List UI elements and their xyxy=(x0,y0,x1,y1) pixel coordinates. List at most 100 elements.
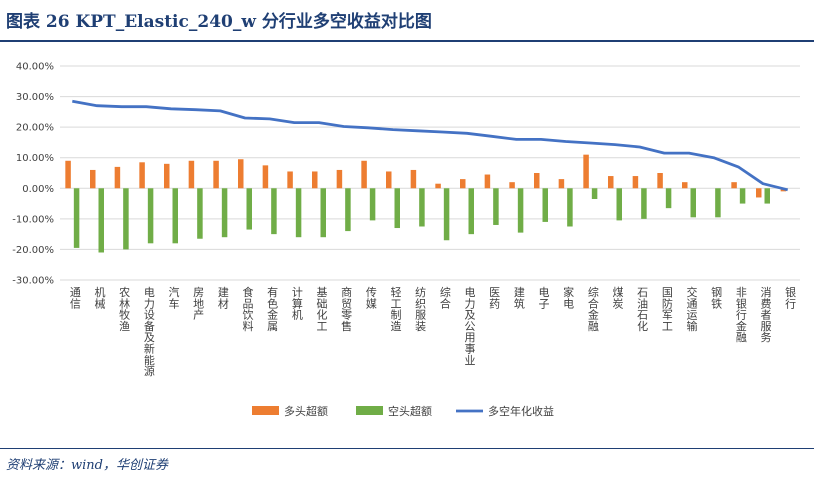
x-category-label: 综合 xyxy=(440,285,451,310)
short-excess-bar xyxy=(197,188,203,239)
short-excess-bar xyxy=(419,188,425,227)
short-excess-bar xyxy=(369,188,376,221)
x-category-label: 电力设备及新能源 xyxy=(144,286,155,378)
long-excess-bar xyxy=(188,160,195,189)
legend-label: 多空年化收益 xyxy=(488,404,554,418)
long-excess-bar xyxy=(238,159,244,189)
long-excess-bar xyxy=(287,171,293,189)
long-excess-bar xyxy=(386,171,392,189)
long-excess-bar xyxy=(460,179,466,189)
short-excess-bar xyxy=(567,188,573,227)
chart-title: 图表 26 KPT_Elastic_240_w 分行业多空收益对比图 xyxy=(6,12,432,32)
y-tick-label: 10.00% xyxy=(16,153,54,164)
source-note: 资料来源：wind，华创证券 xyxy=(6,458,168,473)
long-excess-bar xyxy=(65,160,71,189)
x-category-label: 纺织服装 xyxy=(415,285,426,333)
x-category-label: 石油石化 xyxy=(637,286,648,333)
long-excess-bar xyxy=(484,174,491,189)
x-category-label: 商贸零售 xyxy=(341,285,352,333)
long-excess-bar xyxy=(361,160,367,189)
x-category-label: 食品饮料 xyxy=(243,285,254,333)
x-category-label: 银行 xyxy=(785,285,796,310)
legend-label: 多头超额 xyxy=(284,404,328,418)
x-category-label: 综合金融 xyxy=(588,285,599,333)
long-excess-bar xyxy=(608,176,614,189)
long-short-return-line xyxy=(72,99,789,192)
short-excess-bar xyxy=(468,188,474,235)
x-category-label: 家电 xyxy=(563,285,574,310)
chart: -30.00% -20.00% -10.00% 0.00% 10.00% 20.00% 30… xyxy=(12,62,800,418)
title-bar: 图表 26 KPT_Elastic_240_w 分行业多空收益对比图 xyxy=(0,0,814,42)
long-excess-bar xyxy=(312,171,318,189)
y-tick-label: 20.00% xyxy=(16,123,54,134)
long-excess-bar xyxy=(756,188,762,198)
long-excess-bar xyxy=(682,182,688,189)
short-excess-bar xyxy=(764,188,770,204)
x-category-label: 交通运输 xyxy=(687,285,698,333)
y-tick-label: 30.00% xyxy=(16,92,54,103)
short-excess-bar xyxy=(123,188,129,250)
short-excess-bar xyxy=(665,188,672,209)
long-excess-bar xyxy=(558,179,565,189)
long-excess-bar xyxy=(213,160,219,189)
x-category-label: 计算机 xyxy=(292,286,303,322)
legend-swatch xyxy=(356,406,383,415)
x-category-label: 房地产 xyxy=(193,286,204,322)
short-excess-bar xyxy=(221,188,228,238)
legend-swatch xyxy=(252,406,279,415)
long-excess-bar xyxy=(657,173,663,189)
short-excess-bar xyxy=(690,188,696,218)
x-category-label: 国防军工 xyxy=(662,286,673,333)
x-category-label: 消费者服务 xyxy=(761,285,772,344)
long-excess-bar xyxy=(731,182,737,189)
x-category-label: 机械 xyxy=(95,285,106,310)
footer-divider xyxy=(0,448,814,449)
x-category-label: 钢铁 xyxy=(711,286,722,310)
x-category-label: 建筑 xyxy=(514,285,525,310)
short-excess-bar xyxy=(172,188,178,244)
long-excess-bar xyxy=(583,154,589,189)
y-tick-label: -30.00% xyxy=(12,276,54,287)
short-excess-bar xyxy=(739,188,746,204)
x-category-label: 基础化工 xyxy=(317,286,328,333)
y-tick-label: 0.00% xyxy=(22,184,54,195)
x-category-label: 有色金属 xyxy=(267,285,278,333)
short-excess-bar xyxy=(345,188,351,232)
short-excess-bar xyxy=(493,188,499,225)
x-category-label: 煤炭 xyxy=(613,286,624,310)
long-excess-bar xyxy=(262,165,269,189)
legend-label: 空头超额 xyxy=(388,404,432,418)
short-excess-bar xyxy=(591,188,598,199)
long-excess-bar xyxy=(435,183,441,189)
short-excess-bar xyxy=(320,188,326,238)
short-excess-bar xyxy=(98,188,104,253)
long-excess-bar xyxy=(509,182,515,189)
y-tick-label: 40.00% xyxy=(16,62,54,73)
short-excess-bar xyxy=(295,188,302,238)
x-category-label: 电子 xyxy=(539,286,550,310)
x-category-label: 电力及公用事业 xyxy=(465,286,476,367)
long-excess-bar xyxy=(632,176,639,189)
y-tick-label: -10.00% xyxy=(12,214,54,225)
long-excess-bar xyxy=(336,169,343,189)
short-excess-bar xyxy=(271,188,277,235)
x-category-label: 医药 xyxy=(489,286,500,310)
long-excess-bar xyxy=(90,169,96,189)
long-excess-bar xyxy=(139,162,145,189)
short-excess-bar xyxy=(641,188,647,219)
long-excess-bar xyxy=(114,166,121,189)
short-excess-bar xyxy=(517,188,524,233)
short-excess-bar xyxy=(246,188,252,230)
short-excess-bar xyxy=(443,188,450,241)
x-category-label: 建材 xyxy=(218,285,229,310)
x-category-label: 通信 xyxy=(70,286,81,310)
short-excess-bar xyxy=(147,188,154,244)
short-excess-bar xyxy=(394,188,400,229)
short-excess-bar xyxy=(73,188,80,248)
long-excess-bar xyxy=(410,169,417,189)
long-excess-bar xyxy=(534,173,540,189)
x-category-label: 传媒 xyxy=(366,286,377,310)
x-category-label: 汽车 xyxy=(169,285,180,310)
x-category-label: 农林牧渔 xyxy=(119,285,130,333)
y-tick-label: -20.00% xyxy=(12,245,54,256)
